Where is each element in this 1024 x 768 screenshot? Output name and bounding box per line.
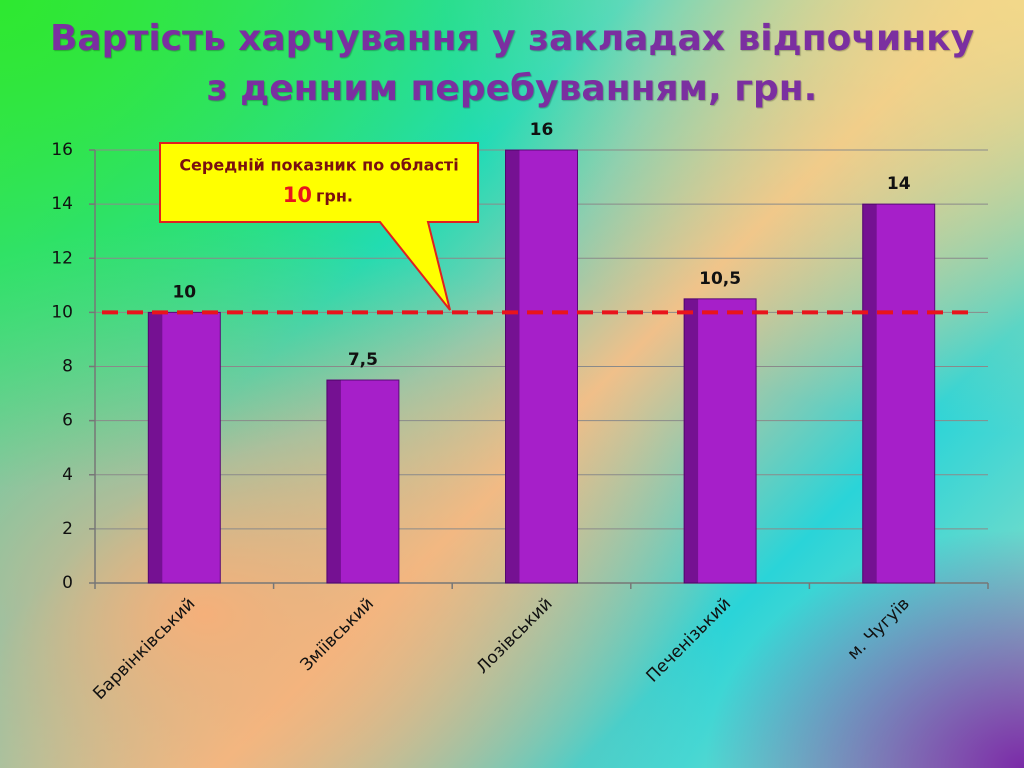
callout-value: 10 [283, 183, 312, 207]
value-label: 10 [172, 282, 196, 302]
y-tick-label: 14 [51, 194, 73, 214]
x-tick-label: Барвінківський [89, 594, 199, 704]
callout-box [159, 142, 479, 311]
bar [505, 149, 578, 584]
y-tick-label: 0 [62, 573, 73, 593]
y-tick-label: 8 [62, 357, 73, 377]
value-label: 7,5 [348, 350, 378, 370]
bar [326, 379, 400, 584]
y-tick-label: 12 [51, 248, 73, 268]
x-tick-label: Лозівський [473, 594, 557, 678]
bar-shade [148, 312, 163, 583]
chart-title: Вартість харчування у закладах відпочинк… [49, 18, 975, 109]
y-tick-label: 6 [62, 411, 73, 431]
y-tick-label: 4 [62, 465, 73, 485]
value-label: 14 [887, 174, 911, 194]
bar-shade [505, 150, 520, 583]
y-tick-label: 16 [51, 140, 73, 160]
bar-shade [684, 298, 699, 583]
bar-shade [862, 204, 877, 583]
y-tick-label: 2 [62, 519, 73, 539]
x-tick-label: Печенізький [643, 594, 736, 687]
value-label: 16 [530, 120, 554, 140]
y-tick-label: 10 [51, 302, 73, 322]
callout-text: Середній показник по області [179, 156, 458, 175]
x-tick-label: Зміївський [297, 594, 378, 675]
value-label: 10,5 [699, 269, 741, 289]
x-tick-label: м. Чугуїв [844, 594, 914, 664]
bar [683, 298, 757, 584]
callout-unit: грн. [316, 187, 353, 206]
bar [862, 203, 936, 584]
bar-shade [326, 380, 341, 583]
